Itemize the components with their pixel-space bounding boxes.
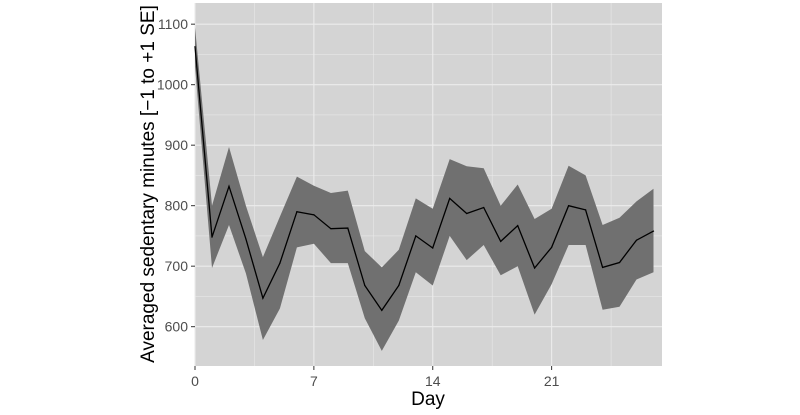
data-point-day-23 — [584, 209, 587, 211]
data-point-day-9 — [347, 227, 349, 229]
y-tick-label: 600 — [165, 319, 189, 335]
y-tick-label: 700 — [165, 258, 189, 274]
y-tick-label: 800 — [165, 198, 189, 214]
mean-line — [194, 46, 654, 312]
data-point-day-5 — [279, 262, 281, 264]
data-point-day-11 — [381, 309, 383, 311]
data-point-day-20 — [534, 267, 536, 269]
data-point-day-1 — [211, 236, 213, 238]
data-point-day-4 — [262, 297, 264, 299]
data-point-day-26 — [635, 239, 638, 241]
x-axis-title: Day — [411, 389, 445, 410]
data-point-day-8 — [330, 228, 332, 230]
x-tick-label: 0 — [191, 373, 199, 389]
data-point-day-13 — [415, 235, 417, 237]
x-tick-label: 7 — [310, 373, 318, 389]
data-point-day-12 — [398, 284, 400, 287]
axes: 600 700 800 900 1000 1100 0 7 14 21 — [157, 16, 560, 389]
data-point-day-6 — [296, 211, 298, 213]
data-point-day-7 — [313, 214, 315, 216]
data-point-day-2 — [228, 185, 230, 187]
data-points — [194, 45, 655, 311]
x-tick-label: 14 — [425, 373, 441, 389]
y-tick-label: 1000 — [157, 77, 188, 93]
se-ribbon — [195, 27, 654, 351]
data-point-day-14 — [432, 247, 434, 249]
data-point-day-16 — [466, 212, 468, 215]
y-axis-title: Averaged sedentary minutes [−1 to +1 SE] — [138, 5, 159, 363]
y-tick-label: 900 — [165, 137, 189, 153]
data-point-day-25 — [618, 261, 621, 264]
data-point-day-0 — [194, 45, 196, 48]
data-point-day-27 — [652, 230, 655, 232]
data-point-day-18 — [500, 240, 502, 242]
data-point-day-19 — [517, 225, 519, 227]
data-point-day-17 — [483, 206, 485, 209]
data-point-day-3 — [245, 238, 247, 240]
data-point-day-15 — [449, 197, 451, 200]
data-point-day-21 — [551, 246, 553, 249]
data-point-day-24 — [601, 266, 604, 268]
y-tick-label: 1100 — [158, 16, 188, 32]
data-point-day-22 — [568, 205, 570, 207]
data-point-day-10 — [364, 284, 366, 287]
x-tick-label: 21 — [544, 373, 560, 389]
